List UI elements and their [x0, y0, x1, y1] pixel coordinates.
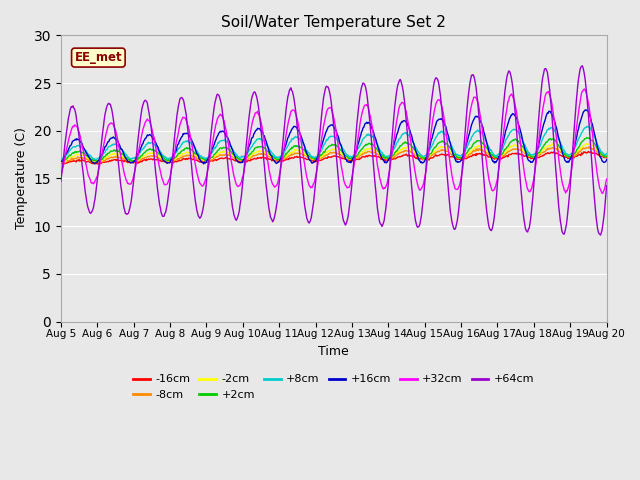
Title: Soil/Water Temperature Set 2: Soil/Water Temperature Set 2 — [221, 15, 446, 30]
Y-axis label: Temperature (C): Temperature (C) — [15, 128, 28, 229]
Text: EE_met: EE_met — [74, 51, 122, 64]
Legend: -16cm, -8cm, -2cm, +2cm, +8cm, +16cm, +32cm, +64cm: -16cm, -8cm, -2cm, +2cm, +8cm, +16cm, +3… — [129, 370, 539, 405]
X-axis label: Time: Time — [318, 345, 349, 358]
